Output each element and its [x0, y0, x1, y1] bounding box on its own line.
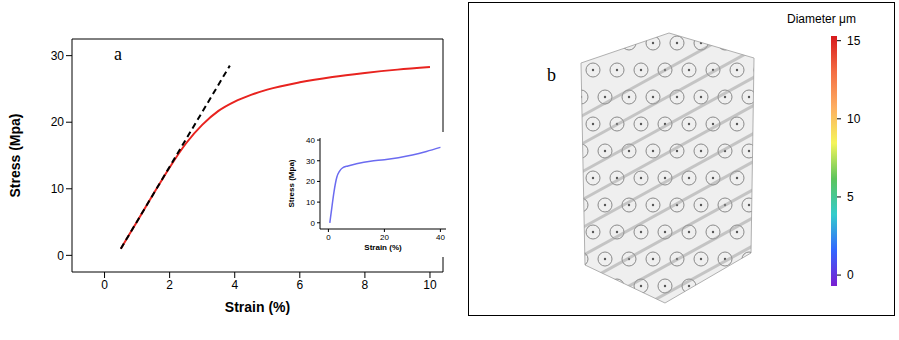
- svg-text:Strain (%): Strain (%): [364, 243, 402, 252]
- svg-text:30: 30: [306, 157, 315, 166]
- svg-text:Stress (Mpa): Stress (Mpa): [287, 159, 296, 207]
- svg-text:0: 0: [847, 268, 854, 282]
- svg-text:Diameter μm: Diameter μm: [787, 12, 856, 26]
- svg-text:20: 20: [306, 177, 315, 186]
- html-text:a: a: [114, 44, 122, 64]
- svg-text:15: 15: [847, 34, 861, 48]
- svg-text:10: 10: [51, 182, 65, 196]
- svg-text:Stress (Mpa): Stress (Mpa): [7, 113, 23, 197]
- svg-text:40: 40: [436, 233, 445, 242]
- svg-text:0: 0: [101, 278, 108, 292]
- svg-text:40: 40: [306, 136, 315, 145]
- svg-text:10: 10: [423, 278, 437, 292]
- svg-text:0: 0: [326, 233, 331, 242]
- svg-text:30: 30: [51, 49, 65, 63]
- svg-text:4: 4: [231, 278, 238, 292]
- svg-text:10: 10: [306, 198, 315, 207]
- svg-text:8: 8: [362, 278, 369, 292]
- svg-text:0: 0: [57, 249, 64, 263]
- svg-text:0: 0: [311, 219, 316, 228]
- svg-text:6: 6: [296, 278, 303, 292]
- svg-text:5: 5: [847, 190, 854, 204]
- svg-text:Strain (%): Strain (%): [225, 299, 290, 315]
- svg-text:b: b: [547, 65, 556, 85]
- svg-text:2: 2: [166, 278, 173, 292]
- svg-text:20: 20: [51, 115, 65, 129]
- svg-text:10: 10: [847, 112, 861, 126]
- svg-text:20: 20: [380, 233, 389, 242]
